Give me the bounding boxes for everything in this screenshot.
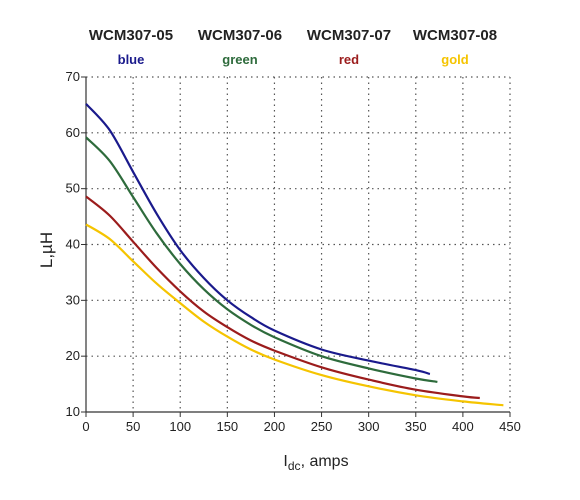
legend-series-name: WCM307-05 [89,27,173,44]
x-tick-label: 200 [264,419,286,434]
legend-series-name: WCM307-07 [307,27,391,44]
grid [86,76,511,412]
x-tick-label: 0 [82,419,89,434]
legend-color-label: green [222,52,257,67]
legend-series-name: WCM307-06 [198,27,282,44]
tick-labels: 0 50 100 150 200 250 300 350 400 450 10 20 30 40 50 60 7… [66,69,521,434]
y-tick-label: 60 [66,125,80,140]
x-axis-label: Idc, amps [283,453,348,473]
legend-color-label: red [339,52,359,67]
x-axis-label-rest: , amps [301,453,349,470]
y-tick-label: 10 [66,404,80,419]
x-tick-label: 350 [405,419,427,434]
x-tick-label: 400 [452,419,474,434]
x-tick-label: 150 [216,419,238,434]
x-tick-label: 50 [126,419,140,434]
legend: WCM307-05 blue WCM307-06 green WCM307-07 red W… [89,27,497,67]
series-line-red [85,195,480,400]
y-tick-label: 30 [66,292,80,307]
series-line-green [85,136,438,383]
x-tick-label: 250 [311,419,333,434]
series-line-gold [85,223,504,407]
x-tick-label: 300 [358,419,380,434]
y-tick-label: 50 [66,181,80,196]
legend-color-label: blue [118,52,145,67]
series-line-blue [85,103,431,376]
x-axis-label-main: I [283,453,287,470]
x-axis-label-sub: dc [288,459,301,473]
axes [81,76,511,417]
y-axis-label: L,µH [37,232,56,268]
legend-series-name: WCM307-08 [413,27,497,44]
x-tick-label: 450 [499,419,521,434]
legend-color-label: gold [441,52,468,67]
y-tick-label: 20 [66,348,80,363]
series-lines [85,103,504,407]
y-tick-label: 40 [66,237,80,252]
y-tick-label: 70 [66,69,80,84]
x-tick-label: 100 [169,419,191,434]
